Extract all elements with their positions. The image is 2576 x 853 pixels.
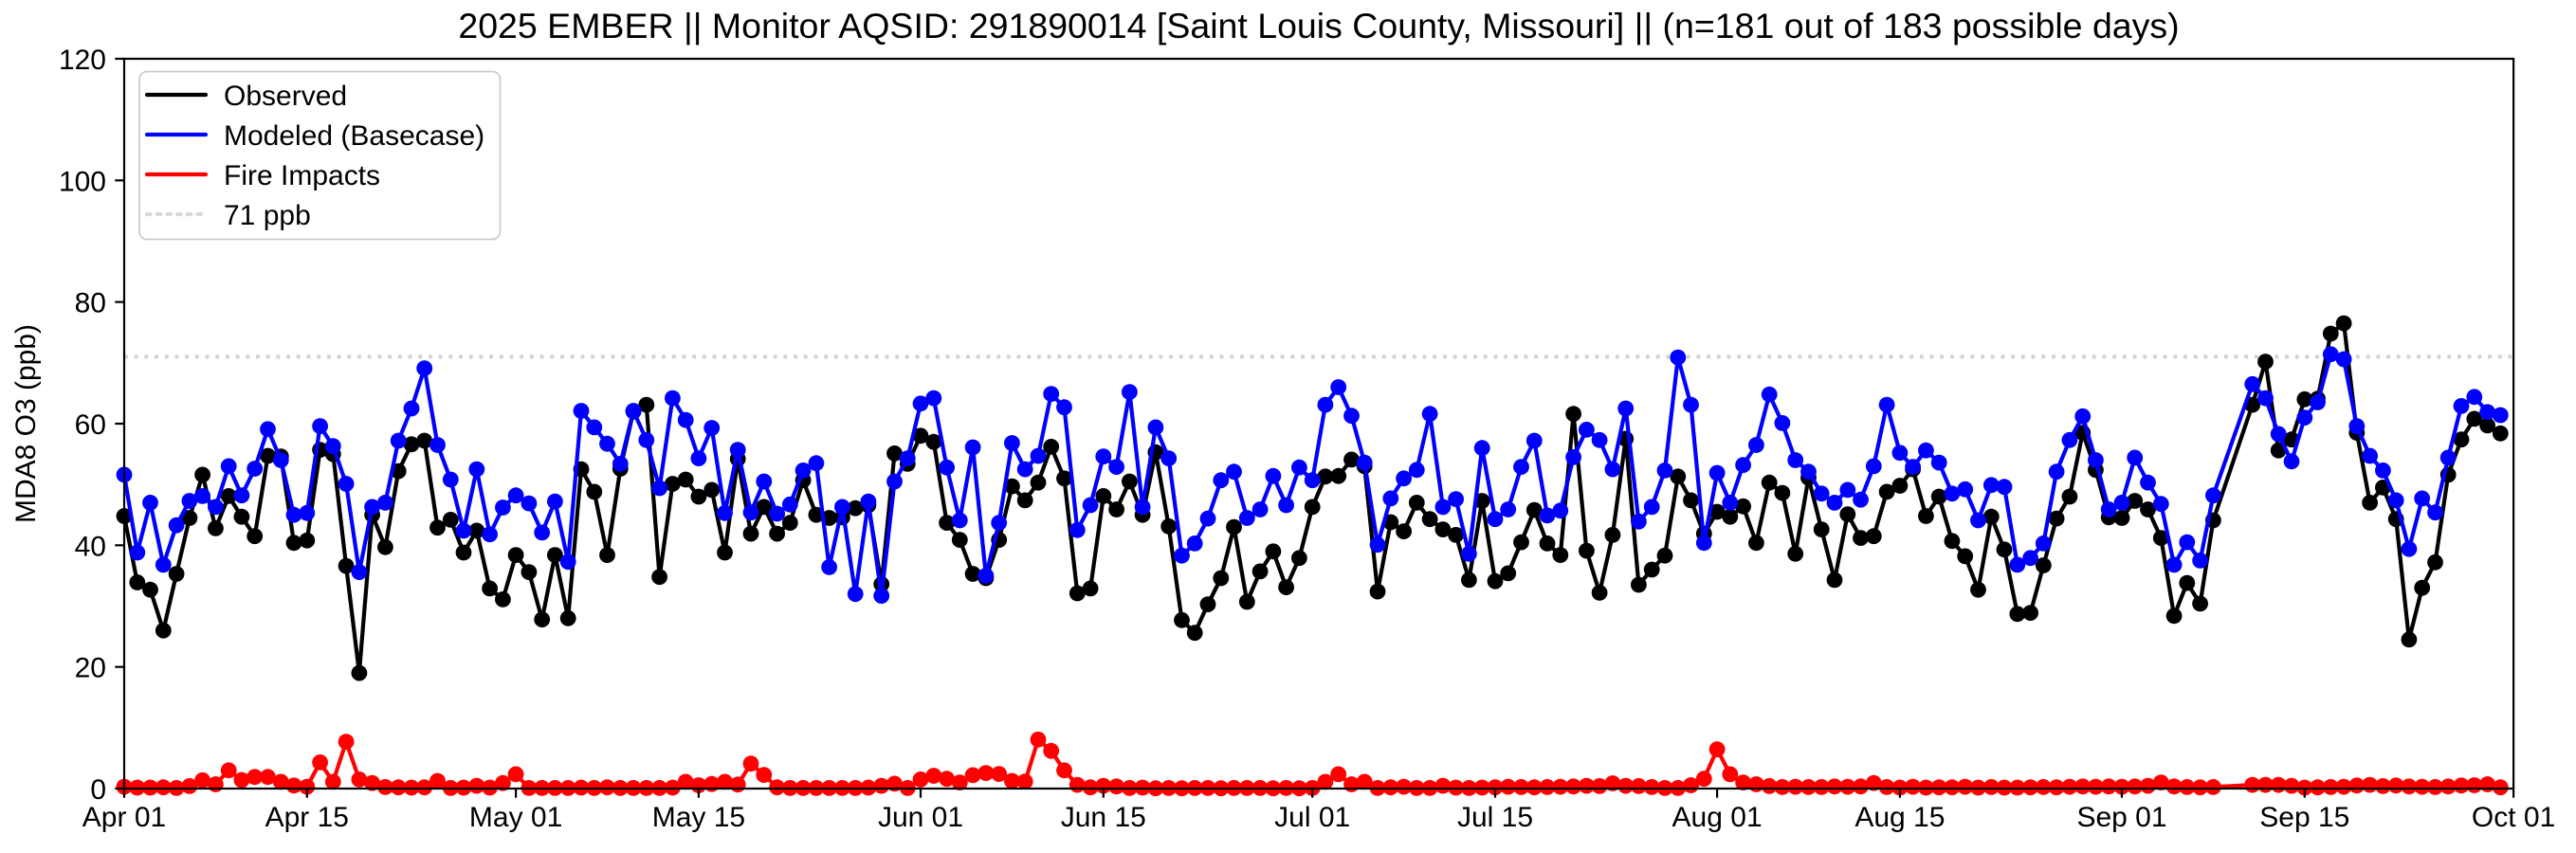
svg-text:May 01: May 01	[469, 802, 562, 833]
svg-text:60: 60	[75, 409, 106, 441]
svg-text:2025 EMBER || Monitor AQSID: 2: 2025 EMBER || Monitor AQSID: 291890014 […	[458, 6, 2179, 45]
svg-text:20: 20	[75, 653, 106, 684]
svg-text:Jul 15: Jul 15	[1457, 802, 1533, 833]
svg-text:Sep 01: Sep 01	[2076, 802, 2166, 833]
svg-text:Apr 01: Apr 01	[82, 802, 166, 833]
svg-text:Jun 01: Jun 01	[878, 802, 963, 833]
svg-text:Modeled (Basecase): Modeled (Basecase)	[224, 120, 484, 152]
svg-text:Jul 01: Jul 01	[1274, 802, 1350, 833]
svg-text:Aug 01: Aug 01	[1672, 802, 1763, 833]
svg-text:MDA8 O3 (ppb): MDA8 O3 (ppb)	[10, 324, 42, 523]
svg-text:100: 100	[59, 166, 106, 197]
svg-text:80: 80	[75, 288, 106, 319]
svg-text:40: 40	[75, 531, 106, 562]
svg-text:Fire Impacts: Fire Impacts	[224, 160, 380, 191]
svg-text:120: 120	[59, 45, 106, 76]
svg-text:71 ppb: 71 ppb	[224, 200, 311, 231]
svg-text:0: 0	[90, 774, 106, 806]
svg-text:Observed: Observed	[224, 81, 347, 112]
svg-text:Jun 15: Jun 15	[1061, 802, 1146, 833]
svg-text:Sep 15: Sep 15	[2259, 802, 2349, 833]
svg-text:Apr 15: Apr 15	[265, 802, 349, 833]
svg-text:Oct 01: Oct 01	[2472, 802, 2555, 833]
svg-text:Aug 15: Aug 15	[1854, 802, 1945, 833]
svg-text:May 15: May 15	[652, 802, 745, 833]
